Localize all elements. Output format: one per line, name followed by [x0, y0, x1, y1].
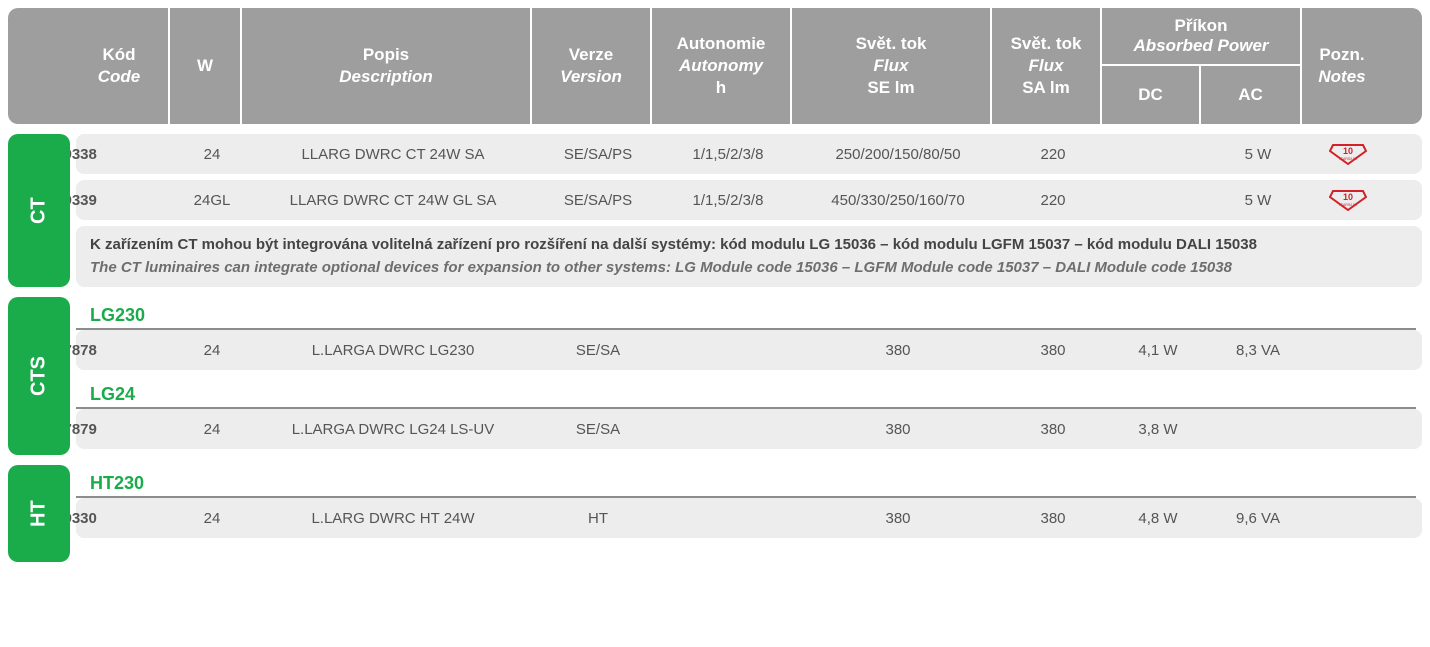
cell-autonomy: 1/1,5/2/3/8: [658, 180, 798, 220]
cell-flux-se: 250/200/150/80/50: [798, 134, 998, 174]
section-ct: CT 19338 24 LLARG DWRC CT 24W SA SE/SA/P…: [8, 134, 1422, 287]
product-table: Kód Code W Popis Description Verze Versi…: [8, 8, 1422, 562]
warranty-badge-icon: 10YEARS/LET: [1329, 143, 1367, 165]
header-power-ac: AC: [1201, 66, 1300, 124]
cell-flux-sa: 220: [998, 134, 1108, 174]
cell-flux-sa: 380: [998, 498, 1108, 538]
section-tab-ct: CT: [8, 134, 70, 287]
section-ht: HT HT230 19330 24 L.LARG DWRC HT 24W HT …: [8, 465, 1422, 562]
table-row: 19338 24 LLARG DWRC CT 24W SA SE/SA/PS 1…: [76, 134, 1422, 174]
cell-w: 24: [176, 498, 248, 538]
cell-desc: LLARG DWRC CT 24W SA: [248, 134, 538, 174]
cell-dc: [1108, 180, 1208, 220]
header-flux-sa: Svět. tok Flux SA lm: [992, 8, 1102, 124]
header-desc: Popis Description: [242, 8, 532, 124]
section-cts: CTS LG230 17878 24 L.LARGA DWRC LG230 SE…: [8, 297, 1422, 455]
cell-desc: LLARG DWRC CT 24W GL SA: [248, 180, 538, 220]
header-w: W: [170, 8, 242, 124]
cell-version: SE/SA: [538, 330, 658, 370]
cell-ac: 9,6 VA: [1208, 498, 1308, 538]
cell-notes: 10YEARS/LET: [1308, 180, 1388, 220]
header-blank: [8, 8, 70, 124]
table-row: 19339 24GL LLARG DWRC CT 24W GL SA SE/SA…: [76, 180, 1422, 220]
cell-ac: 5 W: [1208, 180, 1308, 220]
cell-w: 24: [176, 330, 248, 370]
cell-flux-sa: 380: [998, 409, 1108, 449]
note-text-en: The CT luminaires can integrate optional…: [90, 257, 1408, 280]
cell-ac: 8,3 VA: [1208, 330, 1308, 370]
cell-flux-se: 380: [798, 498, 998, 538]
cell-notes: [1308, 498, 1388, 538]
cell-flux-se: 380: [798, 330, 998, 370]
cell-w: 24: [176, 134, 248, 174]
svg-text:YEARS/LET: YEARS/LET: [1338, 203, 1358, 207]
subgroup-heading: HT230: [76, 465, 1416, 498]
svg-text:10: 10: [1343, 192, 1353, 202]
cell-version: SE/SA/PS: [538, 134, 658, 174]
cell-notes: [1308, 409, 1388, 449]
cell-desc: L.LARG DWRC HT 24W: [248, 498, 538, 538]
cell-autonomy: 1/1,5/2/3/8: [658, 134, 798, 174]
header-version: Verze Version: [532, 8, 652, 124]
cell-version: SE/SA/PS: [538, 180, 658, 220]
cell-flux-se: 450/330/250/160/70: [798, 180, 998, 220]
cell-dc: [1108, 134, 1208, 174]
cell-flux-sa: 380: [998, 330, 1108, 370]
header-code: Kód Code: [70, 8, 170, 124]
cell-autonomy: [658, 498, 798, 538]
subgroup-heading: LG24: [76, 376, 1416, 409]
cell-version: SE/SA: [538, 409, 658, 449]
cell-w: 24GL: [176, 180, 248, 220]
cell-ac: [1208, 409, 1308, 449]
note-text-cz: K zařízením CT mohou být integrována vol…: [90, 234, 1408, 257]
warranty-badge-icon: 10YEARS/LET: [1329, 189, 1367, 211]
cell-desc: L.LARGA DWRC LG24 LS-UV: [248, 409, 538, 449]
cell-flux-se: 380: [798, 409, 998, 449]
cell-autonomy: [658, 409, 798, 449]
cell-desc: L.LARGA DWRC LG230: [248, 330, 538, 370]
svg-text:10: 10: [1343, 146, 1353, 156]
cell-dc: 4,1 W: [1108, 330, 1208, 370]
section-note: K zařízením CT mohou být integrována vol…: [76, 226, 1422, 287]
cell-version: HT: [538, 498, 658, 538]
header-notes: Pozn. Notes: [1302, 8, 1382, 124]
header-power: Příkon Absorbed Power DC AC: [1102, 8, 1302, 124]
section-tab-cts: CTS: [8, 297, 70, 455]
header-flux-se: Svět. tok Flux SE lm: [792, 8, 992, 124]
cell-notes: [1308, 330, 1388, 370]
table-row: 17879 24 L.LARGA DWRC LG24 LS-UV SE/SA 3…: [76, 409, 1422, 449]
table-row: 19330 24 L.LARG DWRC HT 24W HT 380 380 4…: [76, 498, 1422, 538]
svg-text:YEARS/LET: YEARS/LET: [1338, 157, 1358, 161]
table-header: Kód Code W Popis Description Verze Versi…: [8, 8, 1422, 124]
header-power-dc: DC: [1102, 66, 1201, 124]
spacer: [76, 544, 1422, 562]
cell-w: 24: [176, 409, 248, 449]
cell-flux-sa: 220: [998, 180, 1108, 220]
cell-autonomy: [658, 330, 798, 370]
subgroup-heading: LG230: [76, 297, 1416, 330]
cell-dc: 4,8 W: [1108, 498, 1208, 538]
table-row: 17878 24 L.LARGA DWRC LG230 SE/SA 380 38…: [76, 330, 1422, 370]
cell-ac: 5 W: [1208, 134, 1308, 174]
header-autonomy: Autonomie Autonomy h: [652, 8, 792, 124]
section-tab-ht: HT: [8, 465, 70, 562]
cell-dc: 3,8 W: [1108, 409, 1208, 449]
cell-notes: 10YEARS/LET: [1308, 134, 1388, 174]
